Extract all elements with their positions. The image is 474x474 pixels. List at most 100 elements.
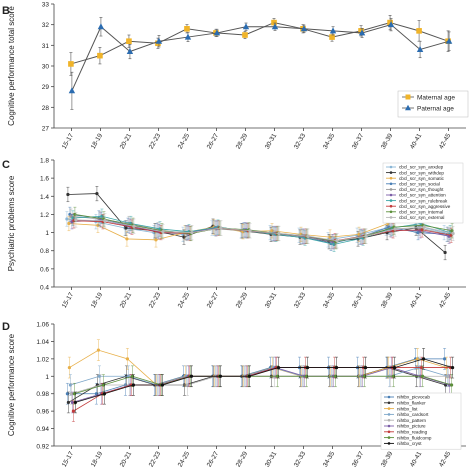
x-tick-label: 20-21 (119, 450, 134, 468)
y-tick-label: 1 (45, 374, 49, 381)
legend-marker (389, 204, 393, 208)
legend-label: cbcl_scr_syn_withdep (399, 170, 444, 175)
data-point (190, 230, 194, 235)
x-tick-label: 22-23 (148, 132, 163, 150)
data-point (213, 29, 221, 36)
data-point (358, 29, 366, 36)
x-tick-label: 30-31 (264, 291, 279, 309)
data-point (416, 28, 422, 34)
data-point (334, 365, 339, 370)
data-point (126, 38, 132, 44)
x-tick-label: 28-29 (235, 450, 250, 468)
y-tick-label: 1.04 (36, 339, 49, 346)
y-tick-label: 32 (42, 22, 50, 29)
data-point (184, 33, 192, 40)
data-point (67, 365, 72, 370)
data-point (154, 238, 158, 242)
x-tick-label: 40-41 (409, 450, 424, 468)
legend-label: nihtbx_picvocab (397, 395, 430, 400)
series-Paternal age (68, 17, 453, 110)
y-tick-label: 1.6 (40, 176, 49, 183)
legend-box (382, 162, 464, 224)
x-tick-label: 26-27 (206, 450, 221, 468)
x-tick-label: 38-39 (380, 132, 395, 150)
data-point (363, 365, 368, 370)
legend-label: Maternal age (417, 94, 455, 101)
data-point (445, 37, 453, 44)
y-tick-label: 30 (42, 64, 50, 71)
data-point (97, 52, 103, 59)
legend-label: nihtbx_cryst (397, 441, 422, 446)
data-point (271, 23, 279, 30)
y-tick-label: 1.2 (40, 212, 49, 219)
legend-label: cbcl_scr_syn_thought (399, 187, 444, 192)
y-tick-label: 0.4 (40, 285, 49, 292)
legend-label: nihtbx_picture (397, 424, 426, 429)
y-axis-label: Cognitive performance total score (7, 6, 16, 126)
data-point (97, 23, 105, 30)
data-point (67, 221, 71, 226)
legend-marker (389, 188, 393, 191)
legend-label: cbcl_scr_syn_somatic (399, 176, 445, 181)
legend: nihtbx_picvocabnihtbx_flankernihtbx_list… (380, 392, 462, 450)
legend-marker (389, 171, 393, 174)
data-point (184, 26, 190, 32)
x-tick-label: 42-45 (438, 450, 453, 468)
data-point (387, 19, 393, 26)
data-point (155, 37, 163, 44)
x-tick-label: 40-41 (409, 291, 424, 309)
x-tick-label: 30-31 (264, 450, 279, 468)
legend-marker (387, 395, 391, 399)
y-tick-label: 28 (42, 105, 50, 112)
x-tick-label: 24-25 (177, 291, 192, 309)
series-nihtbx_cryst (73, 348, 455, 414)
y-tick-label: 1 (45, 230, 49, 237)
x-tick-label: 34-35 (322, 450, 337, 468)
legend-marker (405, 94, 411, 100)
data-point (306, 234, 310, 238)
data-point (68, 61, 74, 67)
legend: cbcl_scr_syn_anxdepcbcl_scr_syn_withdepc… (382, 162, 464, 224)
legend-label: Paternal age (417, 105, 454, 112)
y-tick-label: 1.02 (36, 356, 49, 363)
x-tick-label: 30-31 (264, 132, 279, 150)
x-tick-label: 20-21 (119, 291, 134, 309)
data-point (271, 19, 277, 26)
data-point (74, 218, 78, 222)
x-tick-label: 18-19 (90, 450, 105, 468)
legend-marker (389, 193, 393, 197)
x-tick-label: 36-37 (351, 132, 366, 150)
legend: Maternal age Paternal age (397, 90, 469, 118)
data-point (364, 234, 368, 238)
legend-label: cbcl_scr_syn_aggressive (399, 204, 451, 209)
data-point (393, 227, 397, 231)
legend-marker (389, 176, 393, 180)
data-point (126, 48, 134, 55)
legend-label: cbcl_scr_syn_internal (399, 210, 443, 215)
data-point (103, 219, 107, 223)
y-tick-label: 0.98 (36, 391, 49, 398)
x-tick-label: 36-37 (351, 450, 366, 468)
legend-label: nihtbx_pattern (397, 418, 427, 423)
legend-marker (389, 210, 393, 214)
legend-marker (405, 104, 411, 111)
data-point (248, 229, 252, 233)
y-tick-label: 27 (42, 126, 50, 133)
data-point (66, 400, 71, 405)
data-point (71, 409, 76, 413)
legend-label: nihtbx_reading (397, 430, 428, 435)
x-tick-label: 28-29 (235, 291, 250, 309)
panel-c: C 0.4 0.6 0.8 1 1.2 1.4 1.6 1.8 Psychiatric probl… (2, 158, 466, 309)
data-point (300, 25, 308, 32)
data-point (68, 87, 76, 94)
y-tick-label: 1.4 (40, 194, 49, 201)
legend-marker (387, 407, 391, 410)
series-line (71, 24, 450, 92)
data-point (422, 225, 426, 229)
data-point (416, 45, 424, 52)
x-tick-label: 40-41 (409, 132, 424, 150)
legend-marker (387, 401, 391, 405)
y-tick-label: 0.6 (40, 266, 49, 273)
x-tick-label: 36-37 (351, 291, 366, 309)
x-tick-label: 20-21 (119, 132, 134, 150)
